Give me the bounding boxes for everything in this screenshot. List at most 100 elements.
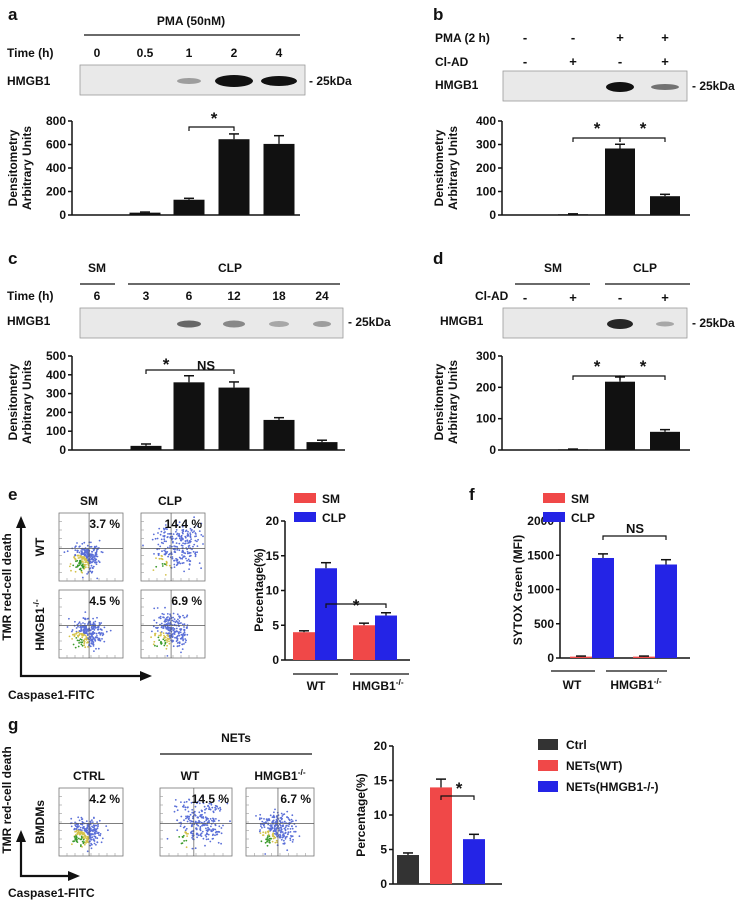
cell-dot [157, 636, 160, 639]
cell-dot [83, 644, 86, 647]
cell-dot [212, 817, 214, 820]
cell-dot [91, 635, 94, 638]
cell-dot [162, 535, 165, 537]
cell-dot [89, 827, 92, 830]
cell-dot [203, 805, 206, 808]
y-tick-label: 200 [476, 380, 496, 394]
cell-dot [217, 830, 220, 833]
cell-dot [98, 819, 101, 822]
cell-dot [68, 617, 70, 620]
y-tick-label: 15 [266, 549, 280, 563]
cell-dot [178, 631, 181, 633]
cell-dot [191, 548, 193, 551]
cell-dot [90, 541, 92, 544]
cell-dot [212, 811, 215, 814]
cell-dot [76, 825, 78, 828]
y-tick-label: 100 [46, 424, 66, 438]
cell-dot [199, 829, 202, 832]
cell-dot [180, 842, 183, 845]
cell-dot [79, 838, 82, 841]
cell-dot [91, 632, 94, 635]
cell-dot [93, 817, 95, 819]
cell-dot [222, 824, 224, 827]
cell-dot [98, 561, 101, 564]
cell-dot [260, 840, 263, 843]
cell-dot [215, 808, 218, 810]
cell-dot [173, 633, 176, 635]
cell-dot [93, 561, 96, 563]
panel-letter-a: a [8, 5, 18, 24]
cell-dot [90, 847, 93, 850]
cell-dot [295, 825, 297, 828]
cell-dot [181, 544, 184, 547]
cell-dot [86, 544, 89, 547]
arrow-head [16, 516, 26, 528]
cell-dot [82, 634, 85, 637]
cell-dot [100, 551, 103, 553]
cell-dot [81, 566, 84, 568]
cell-dot [98, 631, 101, 634]
legend-swatch [538, 739, 558, 750]
cell-dot [203, 820, 206, 823]
cell-dot [93, 557, 96, 559]
cell-dot [173, 620, 175, 623]
cell-dot [172, 645, 175, 648]
cell-dot [177, 618, 179, 621]
cell-dot [293, 830, 295, 833]
cell-dot [100, 622, 103, 624]
cell-dot [175, 542, 178, 544]
cell-dot [162, 638, 165, 641]
cell-dot [84, 617, 87, 620]
cell-dot [212, 819, 215, 822]
cell-dot [273, 835, 276, 838]
cell-dot [192, 817, 194, 820]
cell-dot [105, 825, 108, 827]
cell-dot [205, 827, 207, 830]
cell-dot [158, 552, 160, 555]
cell-dot [76, 549, 79, 552]
cell-dot [211, 819, 213, 822]
cell-dot [179, 539, 182, 542]
cell-dot [160, 626, 163, 629]
y-axis-label: Arbitrary Units [446, 360, 460, 444]
cell-dot [84, 836, 87, 838]
cell-dot [92, 630, 94, 633]
cell-dot [89, 834, 91, 837]
flow-y-label: TMR red-cell death [0, 533, 14, 640]
cell-dot [168, 632, 170, 634]
cell-dot [84, 557, 86, 560]
cell-dot [267, 833, 270, 836]
cell-dot [81, 542, 84, 545]
cell-dot [86, 551, 89, 553]
cell-dot [205, 819, 208, 822]
bar-SM-0 [293, 632, 315, 660]
cell-dot [80, 638, 83, 641]
cell-dot [184, 829, 187, 832]
cell-dot [168, 622, 170, 625]
blot-band [606, 82, 634, 92]
cell-dot [93, 555, 96, 558]
y-tick-label: 500 [46, 349, 66, 363]
cell-dot [280, 826, 282, 829]
cell-dot [173, 559, 175, 562]
cell-dot [169, 545, 171, 547]
cell-dot [184, 806, 187, 809]
cell-dot [77, 631, 80, 634]
cell-dot [176, 563, 179, 566]
cell-dot [261, 826, 263, 829]
cell-dot [86, 824, 89, 827]
cell-dot [166, 536, 169, 539]
cell-dot [181, 635, 184, 638]
cell-dot [205, 829, 208, 832]
cell-dot [181, 525, 184, 528]
cell-dot [157, 532, 159, 534]
kda-marker: - 25kDa [692, 79, 735, 93]
cell-dot [263, 826, 266, 828]
cell-dot [266, 844, 269, 847]
category-label: HMGB1-/- [610, 676, 661, 692]
cell-dot [91, 640, 94, 643]
bar-c-0 [81, 450, 113, 451]
cell-dot [266, 837, 269, 839]
cell-dot [103, 640, 106, 643]
cell-dot [179, 557, 182, 560]
